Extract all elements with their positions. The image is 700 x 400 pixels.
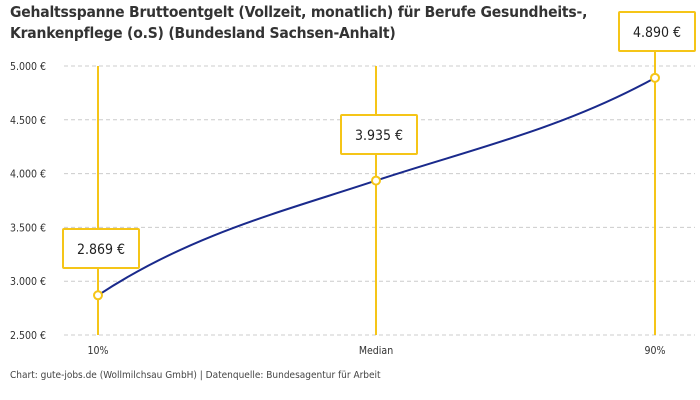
x-tick-label: Median — [359, 345, 393, 357]
y-tick-label: 4.500 € — [10, 115, 46, 127]
data-point — [93, 290, 103, 301]
y-tick-label: 4.000 € — [10, 169, 46, 181]
data-label-box — [618, 11, 696, 52]
data-label: 2.869 € — [77, 242, 125, 258]
data-label-box — [62, 228, 140, 269]
chart-source: Chart: gute-jobs.de (Wollmilchsau GmbH) … — [10, 370, 381, 381]
data-point — [371, 175, 381, 186]
y-tick-label: 2.500 € — [10, 330, 46, 342]
data-label-box — [340, 114, 418, 155]
y-tick-label: 5.000 € — [10, 61, 46, 73]
x-tick-label: 90% — [645, 345, 666, 357]
x-tick-label: 10% — [88, 345, 109, 357]
data-label: 3.935 € — [355, 128, 403, 144]
data-label: 4.890 € — [633, 25, 681, 41]
y-tick-label: 3.500 € — [10, 222, 46, 234]
data-point — [650, 72, 660, 83]
y-tick-label: 3.000 € — [10, 276, 46, 288]
chart-title: Gehaltsspanne Bruttoentgelt (Vollzeit, m… — [10, 3, 588, 42]
